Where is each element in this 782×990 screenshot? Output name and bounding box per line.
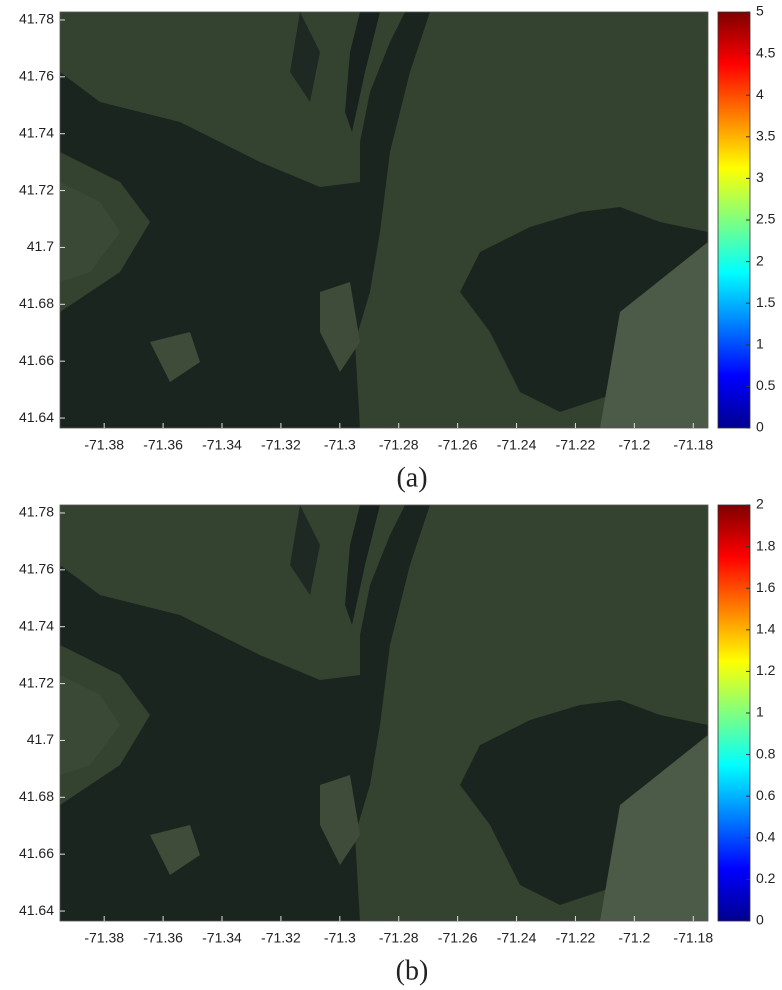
satellite-map (60, 505, 708, 921)
y-tick-label: 41.68 (19, 295, 54, 311)
x-tick-label: -71.3 (324, 437, 356, 453)
colorbar-tick-label: 1.4 (756, 621, 776, 637)
colorbar (718, 505, 750, 921)
colorbar-tick-label: 0.5 (756, 377, 776, 393)
y-tick-label: 41.66 (19, 352, 54, 368)
colorbar-tick-label: 4.5 (756, 44, 776, 60)
colorbar-tick-label: 1.6 (756, 579, 776, 595)
x-tick-label: -71.22 (556, 930, 596, 946)
x-tick-label: -71.34 (202, 437, 242, 453)
x-tick-label: -71.3 (324, 930, 356, 946)
caption: (a) (396, 462, 427, 493)
y-tick-label: 41.7 (27, 731, 54, 747)
y-tick-label: 41.72 (19, 674, 54, 690)
y-tick-label: 41.66 (19, 845, 54, 861)
colorbar-tick-label: 1.2 (756, 662, 776, 678)
colorbar-tick-label: 0.4 (756, 829, 776, 845)
x-tick-label: -71.28 (379, 437, 419, 453)
y-tick-label: 41.74 (19, 124, 54, 140)
colorbar-tick-label: 1 (756, 336, 764, 352)
x-tick-label: -71.38 (84, 437, 124, 453)
colorbar-tick-label: 2 (756, 252, 764, 268)
x-tick-label: -71.2 (618, 437, 650, 453)
x-tick-label: -71.2 (618, 930, 650, 946)
x-tick-label: -71.24 (497, 930, 537, 946)
x-tick-label: -71.32 (261, 930, 301, 946)
colorbar-tick-label: 4 (756, 86, 764, 102)
y-tick-label: 41.74 (19, 617, 54, 633)
colorbar-tick-label: 0 (756, 912, 764, 928)
colorbar-tick-label: 1 (756, 704, 764, 720)
colorbar-tick-label: 3 (756, 169, 764, 185)
x-tick-label: -71.28 (379, 930, 419, 946)
x-tick-label: -71.26 (438, 930, 478, 946)
x-tick-label: -71.18 (673, 930, 713, 946)
colorbar-tick-label: 2.5 (756, 211, 776, 227)
x-tick-label: -71.24 (497, 437, 537, 453)
colorbar-tick-label: 3.5 (756, 128, 776, 144)
x-tick-label: -71.38 (84, 930, 124, 946)
x-tick-label: -71.36 (143, 437, 183, 453)
y-tick-label: 41.64 (19, 902, 54, 918)
colorbar-tick-label: 1.8 (756, 537, 776, 553)
colorbar-tick-label: 0 (756, 419, 764, 435)
x-tick-label: -71.26 (438, 437, 478, 453)
x-tick-label: -71.34 (202, 930, 242, 946)
y-tick-label: 41.7 (27, 238, 54, 254)
colorbar-tick-label: 0.6 (756, 787, 776, 803)
y-tick-label: 41.64 (19, 409, 54, 425)
colorbar-tick-label: 1.5 (756, 294, 776, 310)
y-tick-label: 41.76 (19, 68, 54, 84)
y-tick-label: 41.76 (19, 561, 54, 577)
x-tick-label: -71.36 (143, 930, 183, 946)
y-tick-label: 41.68 (19, 788, 54, 804)
colorbar-tick-label: 0.8 (756, 745, 776, 761)
caption: (b) (396, 955, 429, 986)
colorbar-tick-label: 2 (756, 496, 764, 512)
colorbar (718, 12, 750, 428)
y-tick-label: 41.78 (19, 11, 54, 27)
satellite-map (60, 12, 708, 428)
colorbar-tick-label: 0.2 (756, 870, 776, 886)
y-tick-label: 41.72 (19, 181, 54, 197)
figure: 41.6441.6641.6841.741.7241.7441.7641.78-… (0, 0, 782, 990)
y-tick-label: 41.78 (19, 504, 54, 520)
x-tick-label: -71.22 (556, 437, 596, 453)
colorbar-tick-label: 5 (756, 3, 764, 19)
x-tick-label: -71.18 (673, 437, 713, 453)
x-tick-label: -71.32 (261, 437, 301, 453)
